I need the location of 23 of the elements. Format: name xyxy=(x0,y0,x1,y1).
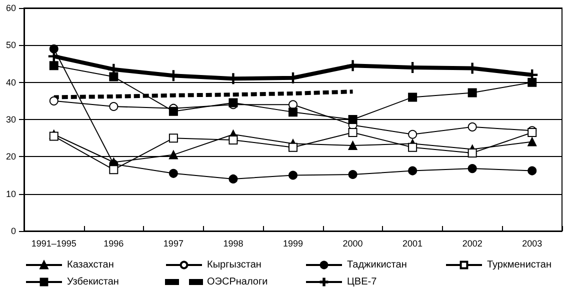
y-tick-label: 60 xyxy=(6,3,16,13)
x-tick-label: 1998 xyxy=(223,238,244,248)
x-tick-label: 1997 xyxy=(163,238,184,248)
legend-label: Туркменистан xyxy=(487,260,552,270)
legend-label: Казахстан xyxy=(67,260,114,270)
y-tick-label: 10 xyxy=(6,188,16,199)
y-tick-label: 0 xyxy=(10,226,16,236)
x-tick-label: 2002 xyxy=(462,238,482,248)
legend-label: ОЭСРналоги xyxy=(207,276,268,288)
x-tick-label: 2003 xyxy=(522,238,542,248)
legend-label: Узбекистан xyxy=(67,276,119,288)
legend-label: Кыргызстан xyxy=(207,260,262,270)
y-tick-label: 30 xyxy=(6,114,16,124)
y-tick-label: 50 xyxy=(6,40,16,50)
x-tick-label: 2000 xyxy=(342,238,363,248)
x-tick-label: 1999 xyxy=(282,238,304,248)
x-tick-label: 2001 xyxy=(402,238,423,248)
legend-label: Таджикистан xyxy=(347,260,407,270)
x-tick-label: 1996 xyxy=(104,238,124,248)
y-tick-label: 40 xyxy=(6,77,16,88)
x-tick-label: 1991–1995 xyxy=(31,238,76,248)
y-tick-label: 20 xyxy=(6,152,16,162)
legend-label: ЦВЕ-7 xyxy=(347,276,378,288)
